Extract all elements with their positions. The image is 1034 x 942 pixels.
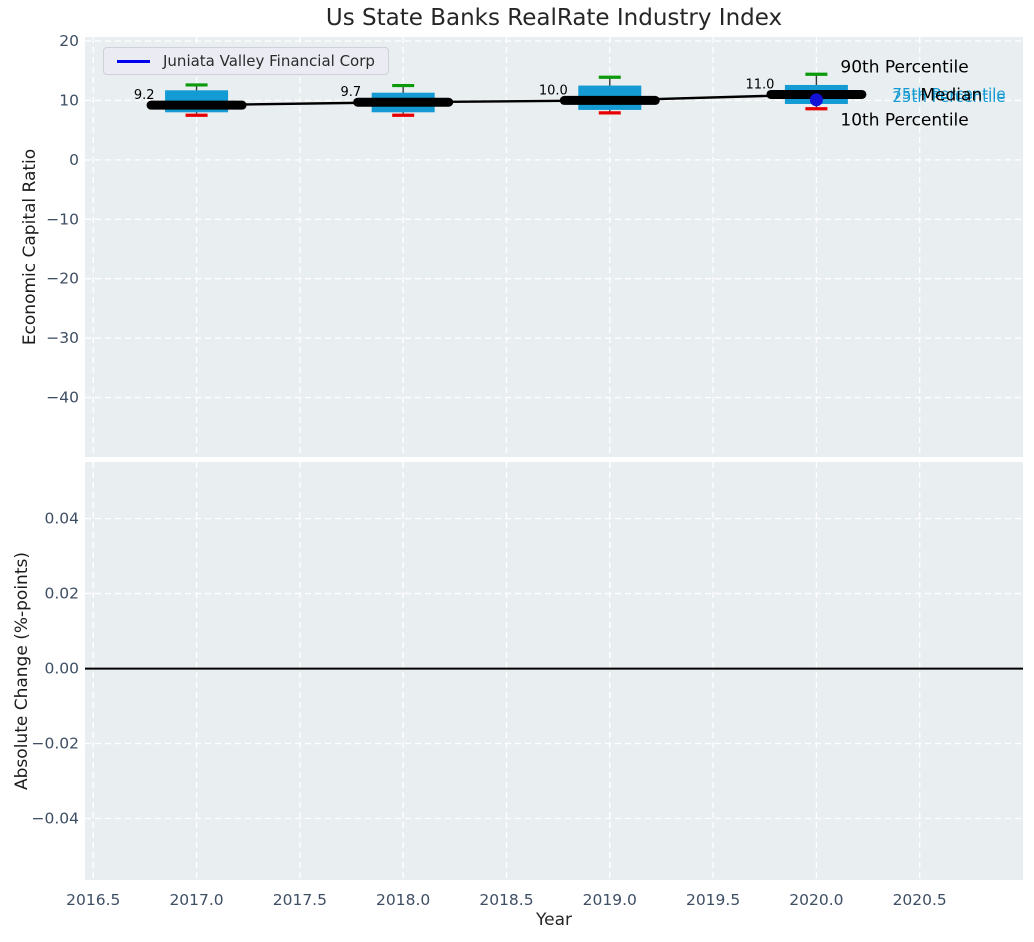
x-tick-label: 2017.5 <box>273 891 327 909</box>
callout-median: Median <box>920 85 982 105</box>
y-tick-label: −40 <box>46 389 79 407</box>
x-tick-label: 2019.5 <box>686 891 740 909</box>
y-tick-label: −20 <box>46 270 79 288</box>
chart-title: Us State Banks RealRate Industry Index <box>325 5 783 31</box>
y-axis-label-top: Economic Capital Ratio <box>20 148 40 346</box>
y-tick-label: 0.00 <box>44 660 79 678</box>
x-tick-label: 2020.5 <box>893 891 947 909</box>
median-value-label: 11.0 <box>745 77 774 92</box>
callout-90th-percentile: 90th Percentile <box>840 57 968 77</box>
legend: Juniata Valley Financial Corp <box>103 47 389 75</box>
x-tick-label: 2016.5 <box>66 891 120 909</box>
legend-line-sample <box>117 59 150 63</box>
y-tick-label: 0.02 <box>44 585 79 603</box>
median-trend-line <box>196 93 817 107</box>
x-tick-label: 2018.0 <box>376 891 430 909</box>
y-tick-label: −30 <box>46 329 79 347</box>
callout-10th-percentile: 10th Percentile <box>840 111 968 131</box>
y-tick-label: 0 <box>69 151 79 169</box>
x-tick-label: 2020.0 <box>789 891 843 909</box>
y-tick-label: 0.04 <box>44 510 79 528</box>
callout-75th-percentile: 75th Percentile <box>892 85 1005 103</box>
x-tick-label: 2018.5 <box>479 891 533 909</box>
y-tick-label: −10 <box>46 210 79 228</box>
y-tick-label: −0.04 <box>32 810 80 828</box>
median-value-label: 9.7 <box>340 85 361 100</box>
legend-label: Juniata Valley Financial Corp <box>163 52 375 70</box>
x-axis-label: Year <box>536 910 572 930</box>
median-value-label: 9.2 <box>134 88 155 103</box>
x-tick-label: 2017.0 <box>169 891 223 909</box>
y-tick-label: 10 <box>59 91 79 109</box>
y-tick-label: 20 <box>59 32 79 50</box>
company-data-point <box>809 93 823 107</box>
x-tick-label: 2019.0 <box>583 891 637 909</box>
axes-background <box>85 462 1023 880</box>
callout-25th-percentile: 25th Percentile <box>892 88 1005 106</box>
median-value-label: 10.0 <box>539 83 568 98</box>
y-axis-label-bottom: Absolute Change (%-points) <box>12 552 32 790</box>
y-tick-label: −0.02 <box>32 735 80 753</box>
